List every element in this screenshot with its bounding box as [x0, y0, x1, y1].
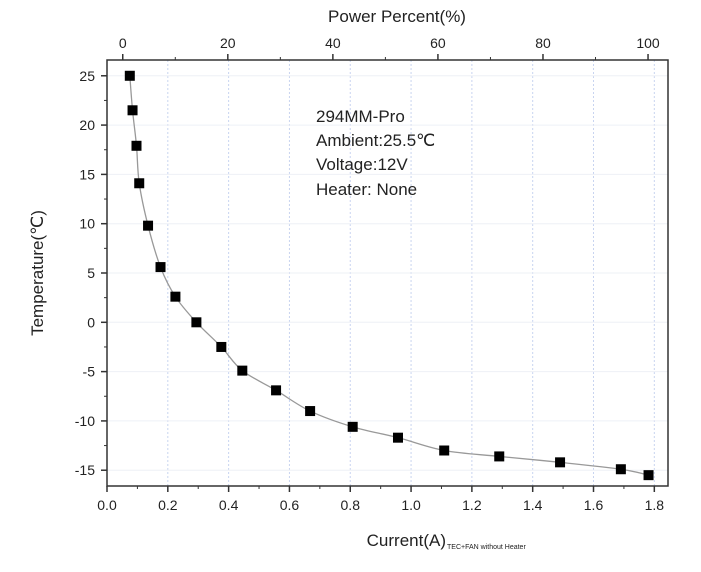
top-tick-label: 100	[636, 35, 660, 51]
y-tick-label: 5	[87, 265, 95, 281]
x-tick-label: 1.8	[645, 497, 665, 513]
x-axis-label: Current(A)	[367, 531, 446, 550]
annotation-heater: Heater: None	[316, 180, 417, 199]
y-tick-label: -10	[75, 413, 95, 429]
annotation-voltage: Voltage:12V	[316, 155, 408, 174]
data-point	[134, 178, 145, 189]
data-point	[439, 445, 450, 456]
x-tick-label: 1.6	[584, 497, 604, 513]
y-tick-label: 20	[79, 117, 95, 133]
top-tick-label: 40	[325, 35, 341, 51]
x-tick-label: 0.2	[158, 497, 178, 513]
data-point	[127, 105, 138, 116]
top-axis-label: Power Percent(%)	[328, 7, 466, 26]
data-point	[392, 432, 403, 443]
data-points	[124, 70, 654, 481]
x-tick-label: 0.8	[341, 497, 361, 513]
data-point	[615, 464, 626, 475]
grid	[107, 60, 668, 486]
y-tick-label: -15	[75, 462, 95, 478]
data-point	[555, 457, 566, 468]
data-point	[643, 470, 654, 481]
data-point	[494, 451, 505, 462]
x-tick-label: 0.6	[280, 497, 300, 513]
data-point	[191, 317, 202, 328]
x-tick-label: 1.4	[523, 497, 543, 513]
data-point	[143, 220, 154, 231]
data-point	[131, 140, 142, 151]
y-tick-label: 25	[79, 68, 95, 84]
top-tick-label: 0	[119, 35, 127, 51]
data-point	[216, 341, 227, 352]
data-point	[124, 70, 135, 81]
x-tick-label: 1.0	[401, 497, 421, 513]
y-tick-label: -5	[83, 364, 96, 380]
top-tick-label: 60	[430, 35, 446, 51]
axis-ticks: 0.0 0.2 0.4 0.6 0.8 1.0 1.2 1.4 1.6 1.8 25 20 15 10 5 0…	[75, 35, 664, 513]
data-point	[155, 262, 166, 273]
y-tick-label: 10	[79, 216, 95, 232]
x-tick-label: 1.2	[462, 497, 482, 513]
data-point	[170, 291, 181, 302]
y-tick-label: 15	[79, 166, 95, 182]
y-tick-label: 0	[87, 314, 95, 330]
data-point	[271, 385, 282, 396]
top-tick-label: 80	[535, 35, 551, 51]
top-tick-label: 20	[220, 35, 236, 51]
x-axis-label-subscript: TEC+FAN without Heater	[447, 544, 526, 551]
annotation-ambient: Ambient:25.5℃	[316, 131, 435, 150]
data-point	[237, 365, 248, 376]
data-point	[305, 406, 316, 417]
x-tick-label: 0.4	[219, 497, 239, 513]
y-axis-label: Temperature(℃)	[28, 210, 47, 336]
data-point	[347, 421, 358, 432]
x-tick-label: 0.0	[97, 497, 117, 513]
annotation-model: 294MM-Pro	[316, 107, 405, 126]
